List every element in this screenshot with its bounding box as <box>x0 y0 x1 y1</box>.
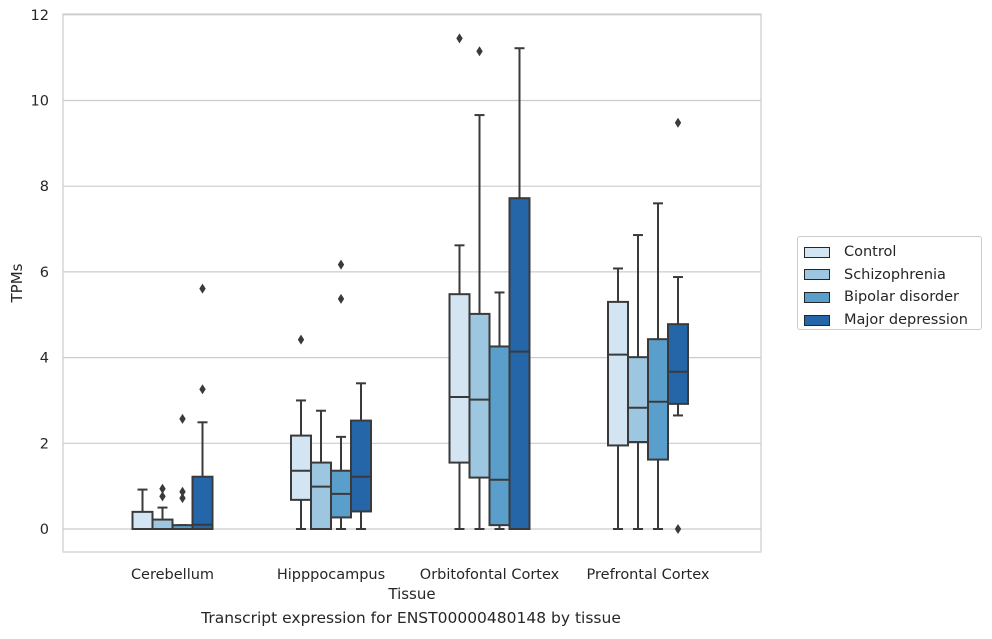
legend-label: Bipolar disorder <box>844 289 959 306</box>
x-tick-label: Hipppocampus <box>277 567 385 583</box>
series-major-depression <box>191 47 689 534</box>
box-body <box>468 312 491 479</box>
outlier-point <box>199 283 206 294</box>
series-control <box>131 33 629 530</box>
figure-caption: Transcript expression for ENST0000048014… <box>201 609 621 627</box>
legend-label: Major depression <box>844 312 968 329</box>
plot-area <box>62 13 762 553</box>
box-body <box>310 461 332 530</box>
x-tick-label: Prefrontal Cortex <box>587 567 710 583</box>
box-body <box>627 356 649 444</box>
outlier-point <box>297 334 305 345</box>
box <box>667 117 689 534</box>
legend-label: Schizophrenia <box>844 266 946 283</box>
box-body <box>488 345 511 527</box>
legend-swatch <box>804 269 830 281</box>
box <box>508 47 531 530</box>
box-body <box>607 300 629 447</box>
legend: Control Schizophrenia Bipolar disorder Majo… <box>797 236 982 330</box>
legend-label: Control <box>844 244 897 261</box>
box-body <box>290 434 312 501</box>
y-tick-label: 6 <box>40 265 49 281</box>
box <box>350 382 372 530</box>
box-body <box>508 197 531 530</box>
outlier-point <box>159 491 166 502</box>
outlier-point <box>179 486 186 497</box>
outlier-point <box>159 483 166 494</box>
box <box>171 413 194 530</box>
box-body <box>151 518 174 530</box>
box-body <box>448 293 471 464</box>
box-body <box>647 338 669 461</box>
legend-item: Bipolar disorder <box>804 286 981 309</box>
x-tick-label: Orbitofontal Cortex <box>420 567 560 583</box>
box-series <box>131 33 689 534</box>
box <box>131 488 154 530</box>
y-tick-label: 2 <box>40 436 49 452</box>
outlier-point <box>476 46 483 57</box>
box <box>191 283 214 530</box>
legend-swatch <box>804 246 830 258</box>
y-axis-label: TPMs <box>8 263 26 303</box>
outlier-point <box>179 413 186 424</box>
y-tick-labels: 0 2 4 6 8 10 12 <box>31 8 49 538</box>
outlier-point <box>456 33 463 44</box>
x-tick-labels: Cerebellum Hipppocampus Orbitofontal Corte… <box>131 567 710 583</box>
legend-item: Control <box>804 241 981 264</box>
outlier-point <box>674 524 682 534</box>
box-body <box>350 419 372 513</box>
box-body <box>667 323 689 405</box>
outlier-point <box>179 493 186 504</box>
y-tick-label: 12 <box>31 8 49 24</box>
outlier-point <box>199 384 206 395</box>
x-axis-label: Tissue <box>387 585 435 603</box>
box <box>290 334 312 530</box>
outlier-point <box>337 293 345 304</box>
outlier-point <box>337 259 345 270</box>
legend-swatch <box>804 291 830 303</box>
box-body <box>191 475 214 530</box>
box-body <box>131 510 154 530</box>
legend-item: Schizophrenia <box>804 264 981 287</box>
legend-item: Major depression <box>804 309 981 332</box>
outlier-point <box>674 117 682 128</box>
y-tick-label: 4 <box>40 351 49 367</box>
x-tick-label: Cerebellum <box>131 567 214 583</box>
y-tick-label: 10 <box>31 94 49 110</box>
box <box>627 234 649 530</box>
y-tick-label: 0 <box>40 522 49 538</box>
legend-swatch <box>804 314 830 326</box>
y-tick-label: 8 <box>40 179 49 195</box>
